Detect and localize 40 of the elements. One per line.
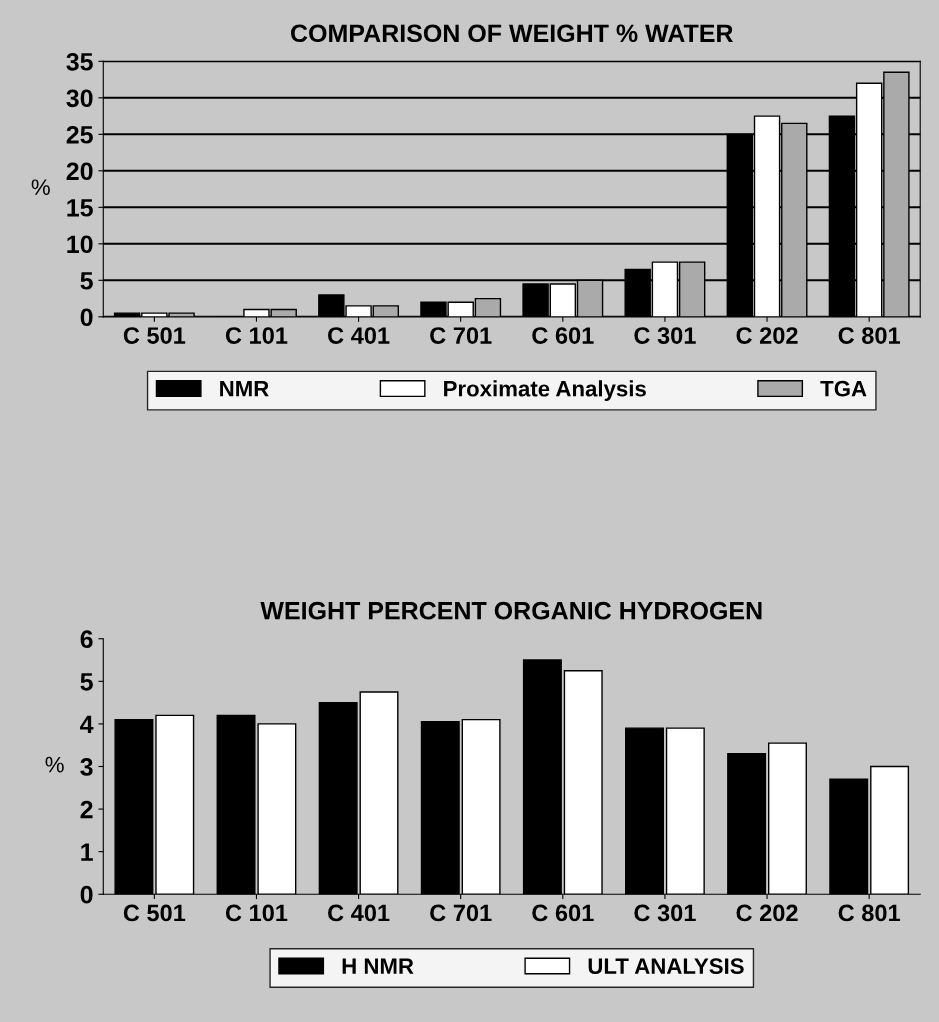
y-tick-label: 2	[80, 800, 93, 819]
x-tick-label: C 101	[225, 327, 288, 344]
y-tick-label: 30	[66, 89, 93, 108]
x-tick-label: C 501	[123, 327, 186, 344]
y-tick-label: 35	[66, 52, 93, 71]
y-tick-label: 0	[80, 308, 93, 327]
x-tick-label: C 701	[430, 327, 492, 344]
legend-label: TGA	[820, 380, 867, 397]
x-tick-label: C 301	[634, 904, 696, 922]
x-tick-label: C 501	[123, 904, 186, 922]
y-tick-label: 5	[80, 673, 93, 691]
x-tick-label: C 401	[328, 904, 390, 922]
x-tick-label: C 101	[225, 904, 288, 922]
x-tick-label: C 701	[430, 904, 492, 922]
x-tick-label: C 401	[328, 327, 390, 344]
y-tick-label: 10	[67, 235, 93, 254]
x-tick-label: C 301	[634, 327, 696, 344]
x-tick-label: C 601	[532, 327, 594, 344]
y-tick-label: 6	[80, 630, 93, 649]
chart-title: WEIGHT PERCENT ORGANIC HYDROGEN	[260, 601, 762, 620]
chart-title: COMPARISON OF WEIGHT % WATER	[291, 24, 734, 43]
legend-label: ULT ANALYSIS	[588, 958, 744, 975]
y-axis-title: %	[45, 756, 64, 773]
y-tick-label: 0	[80, 885, 93, 904]
x-tick-label: C 202	[736, 327, 798, 344]
legend-label: H NMR	[342, 958, 414, 974]
y-axis-title: %	[31, 179, 50, 195]
legend-label: Proximate Analysis	[444, 380, 646, 401]
y-tick-label: 15	[67, 199, 93, 217]
x-tick-label: C 801	[838, 904, 901, 922]
legend-label: NMR	[220, 381, 269, 397]
y-tick-label: 5	[80, 272, 93, 290]
y-tick-label: 3	[80, 758, 93, 776]
x-tick-label: C 202	[736, 904, 798, 922]
x-tick-label: C 601	[532, 904, 594, 922]
y-tick-label: 25	[66, 125, 93, 144]
y-tick-label: 1	[81, 843, 93, 861]
y-tick-label: 4	[80, 715, 94, 733]
x-tick-label: C 801	[838, 327, 901, 344]
y-tick-label: 20	[66, 162, 93, 181]
